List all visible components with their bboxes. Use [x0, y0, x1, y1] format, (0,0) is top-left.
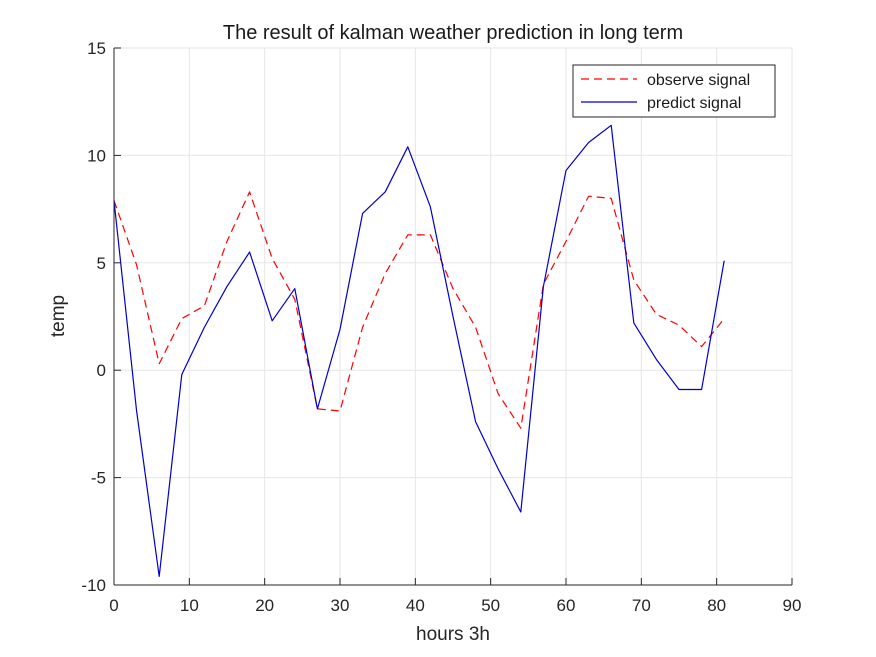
x-tick-label: 90: [783, 596, 802, 615]
x-axis-label: hours 3h: [416, 624, 490, 645]
series-line-observe: [113, 191, 725, 429]
axes: [113, 48, 792, 586]
series-line-predict: [113, 124, 725, 578]
legend-observe-label: observe signal: [647, 72, 750, 89]
legend-predict-label: predict signal: [647, 95, 741, 112]
y-tick-label: -5: [91, 469, 106, 488]
ticks: 0 10 20 30 40 50 60 70 80 90 -10 -5 0 5 10 15: [81, 39, 801, 615]
x-tick-label: 20: [255, 596, 274, 615]
x-tick-label: 10: [180, 596, 199, 615]
x-tick-label: 40: [406, 596, 425, 615]
y-axis-label: temp: [48, 295, 69, 337]
y-tick-label: 0: [97, 361, 106, 380]
x-tick-label: 60: [557, 596, 576, 615]
y-tick-label: 5: [97, 254, 106, 273]
x-tick-label: 0: [109, 596, 118, 615]
chart-title: The result of kalman weather prediction …: [223, 22, 683, 44]
y-tick-label: 10: [87, 146, 106, 165]
x-tick-label: 80: [707, 596, 726, 615]
y-tick-label: 15: [87, 39, 106, 58]
legend-box: [572, 64, 776, 118]
series-layer: [113, 124, 725, 578]
x-tick-label: 70: [632, 596, 651, 615]
y-tick-label: -10: [81, 576, 106, 595]
x-tick-label: 30: [331, 596, 350, 615]
x-tick-label: 50: [481, 596, 500, 615]
legend: observe signal predict signal: [572, 64, 776, 118]
